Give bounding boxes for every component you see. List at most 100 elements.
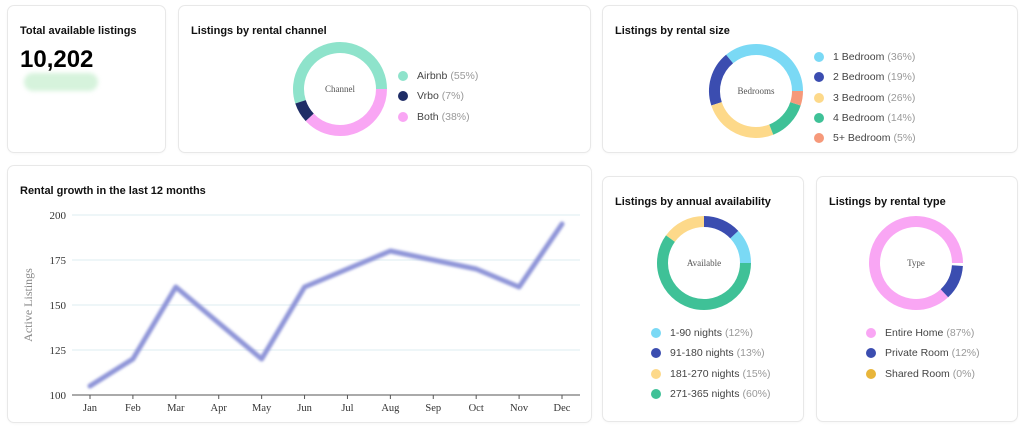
x-tick-label: Feb <box>125 403 141 414</box>
y-tick-label: 150 <box>50 300 67 312</box>
legend-label: 2 Bedroom <box>833 71 885 84</box>
legend-dot-icon <box>814 113 824 124</box>
data-point[interactable] <box>344 266 350 272</box>
donut-slice[interactable] <box>305 88 387 136</box>
data-point[interactable] <box>559 221 565 227</box>
legend-dot-icon <box>398 71 408 82</box>
x-tick-label: Sep <box>425 403 441 414</box>
legend-item[interactable]: Vrbo (7%) <box>398 86 478 106</box>
card-title: Listings by annual availability <box>615 196 771 208</box>
legend-dot-icon <box>814 133 824 144</box>
legend-label: 1-90 nights <box>670 327 722 340</box>
y-tick-label: 125 <box>50 345 67 357</box>
legend-item[interactable]: 1 Bedroom (36%) <box>814 47 916 67</box>
x-tick-label: Jun <box>297 403 312 414</box>
legend-item[interactable]: Airbnb (55%) <box>398 66 478 86</box>
donut-slice[interactable] <box>657 235 751 310</box>
data-point[interactable] <box>302 284 308 290</box>
legend-item[interactable]: 5+ Bedroom (5%) <box>814 128 916 148</box>
channel-legend: Airbnb (55%) Vrbo (7%) Both (38%) <box>398 66 478 127</box>
card-title: Listings by rental size <box>615 25 730 37</box>
data-point[interactable] <box>516 284 522 290</box>
data-point[interactable] <box>387 248 393 254</box>
legend-item[interactable]: 1-90 nights (12%) <box>651 323 771 343</box>
size-card: Listings by rental size Bedrooms 1 Bedro… <box>602 5 1018 153</box>
total-listings-card: Total available listings 10,202 <box>7 5 166 153</box>
donut-slice[interactable] <box>709 54 734 106</box>
legend-label: Entire Home <box>885 327 944 340</box>
legend-label: Airbnb <box>417 70 448 83</box>
availability-donut: Available <box>657 216 751 310</box>
data-point[interactable] <box>173 284 179 290</box>
legend-item[interactable]: Private Room (12%) <box>866 343 980 363</box>
legend-dot-icon <box>651 348 661 359</box>
type-donut: Type <box>869 216 963 310</box>
legend-percent: (14%) <box>887 112 916 125</box>
donut-slice[interactable] <box>940 264 963 298</box>
x-tick-label: Jul <box>341 403 353 414</box>
donut-slice[interactable] <box>790 90 803 106</box>
legend-percent: (12%) <box>724 327 753 340</box>
channel-donut: Channel <box>293 42 387 136</box>
donut-center-label: Type <box>907 258 925 268</box>
donut-slice[interactable] <box>665 216 705 243</box>
legend-item[interactable]: Both (38%) <box>398 107 478 127</box>
legend-dot-icon <box>866 348 876 359</box>
legend-percent: (12%) <box>951 347 980 360</box>
legend-dot-icon <box>651 328 661 339</box>
donut-slice[interactable] <box>726 44 803 92</box>
x-tick-label: Oct <box>469 403 484 414</box>
data-point[interactable] <box>259 356 265 362</box>
donut-slice[interactable] <box>869 216 963 310</box>
legend-dot-icon <box>866 328 876 339</box>
data-point[interactable] <box>473 266 479 272</box>
legend-label: 181-270 nights <box>670 367 740 380</box>
legend-item[interactable]: 271-365 nights (60%) <box>651 384 771 404</box>
channel-card: Listings by rental channel Channel Airbn… <box>178 5 591 153</box>
legend-percent: (55%) <box>450 70 479 83</box>
y-tick-label: 175 <box>50 255 67 267</box>
donut-slice[interactable] <box>295 99 314 122</box>
data-point[interactable] <box>130 356 136 362</box>
legend-label: 1 Bedroom <box>833 51 885 64</box>
availability-legend: 1-90 nights (12%) 91-180 nights (13%) 181-27… <box>651 323 771 404</box>
legend-percent: (7%) <box>441 90 464 103</box>
x-tick-label: Jan <box>83 403 98 414</box>
donut-slice[interactable] <box>703 216 739 239</box>
x-tick-label: Mar <box>167 403 185 414</box>
legend-label: Both <box>417 110 439 123</box>
legend-percent: (60%) <box>742 388 771 401</box>
data-point[interactable] <box>430 257 436 263</box>
series-line <box>87 221 565 389</box>
data-point[interactable] <box>216 320 222 326</box>
growth-card: Rental growth in the last 12 months 100 1… <box>7 165 592 423</box>
legend-dot-icon <box>398 91 408 102</box>
donut-slice[interactable] <box>711 101 774 138</box>
x-tick-label: May <box>252 403 272 414</box>
legend-label: 4 Bedroom <box>833 112 885 125</box>
legend-percent: (15%) <box>742 367 771 380</box>
legend-item[interactable]: 181-270 nights (15%) <box>651 364 771 384</box>
donut-slice[interactable] <box>768 101 801 135</box>
legend-item[interactable]: Entire Home (87%) <box>866 323 980 343</box>
legend-item[interactable]: 4 Bedroom (14%) <box>814 108 916 128</box>
y-tick-label: 200 <box>50 210 67 222</box>
legend-dot-icon <box>651 389 661 400</box>
donut-slice[interactable] <box>293 42 387 104</box>
donut-slice[interactable] <box>730 230 751 264</box>
size-donut: Bedrooms <box>709 44 803 138</box>
legend-item[interactable]: 91-180 nights (13%) <box>651 343 771 363</box>
x-tick-label: Dec <box>554 403 571 414</box>
legend-dot-icon <box>814 92 824 103</box>
legend-percent: (38%) <box>441 110 470 123</box>
change-badge <box>24 73 98 91</box>
data-point[interactable] <box>87 383 93 389</box>
legend-item[interactable]: 3 Bedroom (26%) <box>814 88 916 108</box>
legend-percent: (19%) <box>887 71 916 84</box>
total-value: 10,202 <box>20 46 94 73</box>
legend-label: 91-180 nights <box>670 347 734 360</box>
legend-dot-icon <box>814 52 824 63</box>
legend-label: Shared Room <box>885 367 950 380</box>
legend-item[interactable]: 2 Bedroom (19%) <box>814 67 916 87</box>
legend-item[interactable]: Shared Room (0%) <box>866 364 980 384</box>
